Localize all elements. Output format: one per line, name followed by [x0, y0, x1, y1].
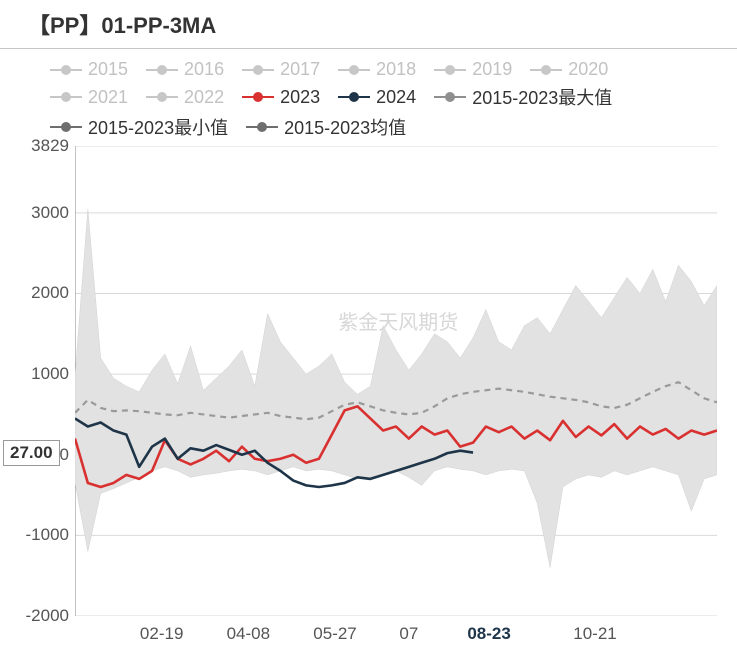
legend-item[interactable]: 2016	[146, 59, 224, 80]
legend-label: 2021	[88, 87, 128, 108]
y-tick-label: 3829	[31, 136, 69, 156]
y-tick-label: -1000	[26, 525, 69, 545]
chart-svg	[75, 146, 717, 616]
y-axis: -2000-100001000200030003829	[25, 146, 75, 616]
legend-label: 2015-2023最大值	[472, 84, 612, 110]
legend-label: 2018	[376, 59, 416, 80]
x-tick-label: 04-08	[227, 624, 270, 644]
legend-item[interactable]: 2015-2023最大值	[434, 84, 612, 110]
legend-label: 2019	[472, 59, 512, 80]
chart-plot-area: -2000-100001000200030003829 27.00 紫金天风期货	[75, 146, 717, 616]
x-tick-label: 08-23	[467, 624, 510, 644]
legend-label: 2015-2023均值	[284, 114, 406, 140]
legend: 2015 2016 2017 2018 2019 2020 2021 2022 2023 2024…	[0, 49, 737, 146]
legend-item[interactable]: 2015	[50, 59, 128, 80]
legend-label: 2020	[568, 59, 608, 80]
legend-item[interactable]: 2020	[530, 59, 608, 80]
legend-item[interactable]: 2019	[434, 59, 512, 80]
x-tick-label: 10-21	[573, 624, 616, 644]
legend-item[interactable]: 2015-2023均值	[246, 114, 406, 140]
y-tick-label: 0	[60, 445, 69, 465]
chart-title: 【PP】01-PP-3MA	[0, 0, 737, 49]
legend-item[interactable]: 2021	[50, 84, 128, 110]
y-tick-label: 1000	[31, 364, 69, 384]
legend-item[interactable]: 2018	[338, 59, 416, 80]
legend-item[interactable]: 2017	[242, 59, 320, 80]
y-value-marker: 27.00	[3, 440, 60, 466]
y-tick-label: 3000	[31, 203, 69, 223]
x-tick-label: 02-19	[140, 624, 183, 644]
legend-label: 2016	[184, 59, 224, 80]
legend-item[interactable]: 2022	[146, 84, 224, 110]
legend-label: 2015-2023最小值	[88, 114, 228, 140]
x-tick-label: 05-27	[313, 624, 356, 644]
y-tick-label: 2000	[31, 283, 69, 303]
legend-item[interactable]: 2015-2023最小值	[50, 114, 228, 140]
y-tick-label: -2000	[26, 606, 69, 626]
legend-label: 2017	[280, 59, 320, 80]
legend-item[interactable]: 2023	[242, 84, 320, 110]
legend-item[interactable]: 2024	[338, 84, 416, 110]
legend-label: 2024	[376, 87, 416, 108]
legend-label: 2015	[88, 59, 128, 80]
legend-label: 2022	[184, 87, 224, 108]
legend-label: 2023	[280, 87, 320, 108]
x-tick-label: 07	[399, 624, 418, 644]
